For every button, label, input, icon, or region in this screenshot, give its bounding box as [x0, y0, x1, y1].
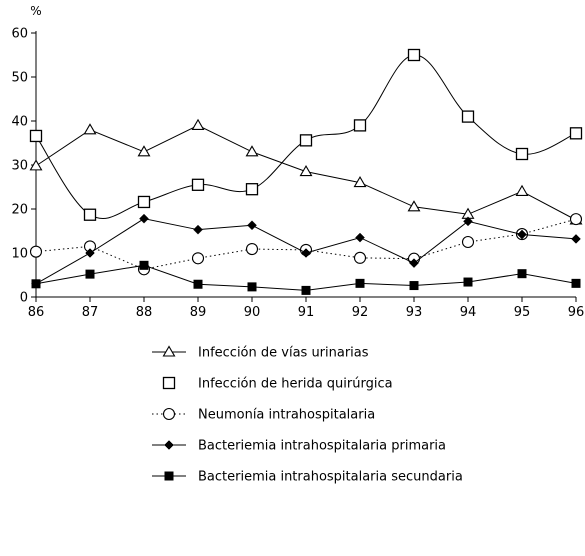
data-point: [29, 159, 43, 171]
data-point: [461, 235, 475, 249]
legend-marker: [162, 407, 176, 421]
y-tick-label: 60: [11, 27, 28, 42]
data-point: [299, 134, 313, 147]
x-tick-label: 86: [28, 305, 45, 320]
y-tick-label: 50: [11, 71, 28, 86]
series-layer: [29, 48, 583, 295]
legend-label: Bacteriemia intrahospitalaria primaria: [198, 439, 446, 454]
data-point: [409, 258, 419, 268]
legend-label: Infección de herida quirúrgica: [198, 377, 393, 392]
data-point: [247, 282, 257, 292]
data-point: [515, 147, 529, 161]
data-point: [571, 278, 581, 288]
data-point: [569, 213, 583, 226]
x-tick-label: 91: [298, 305, 315, 320]
series-infeccion-de-herida-quirurgica: [29, 48, 583, 221]
x-tick-label: 94: [460, 305, 477, 320]
data-point: [517, 229, 527, 240]
data-point: [83, 123, 97, 135]
x-tick-label: 88: [136, 305, 153, 320]
data-point: [31, 279, 41, 289]
legend-marker: [162, 376, 176, 390]
data-point: [355, 232, 365, 243]
x-tick-label: 87: [82, 305, 99, 320]
data-point: [571, 234, 581, 244]
data-point: [569, 127, 583, 140]
axes: 0 10 20 30 40 50 60 86 87 88 89 90 91 92 93 94 95 96: [11, 27, 584, 321]
legend-label: Bacteriemia intrahospitalaria secundaria: [198, 470, 463, 485]
y-tick-label: 0: [20, 291, 28, 306]
legend-marker: [164, 471, 174, 481]
data-point: [139, 260, 149, 270]
data-point: [463, 277, 473, 287]
data-point: [191, 252, 205, 265]
data-point: [409, 281, 419, 291]
x-tick-label: 93: [406, 305, 423, 320]
y-tick-label: 10: [11, 247, 28, 262]
data-point: [139, 213, 149, 224]
legend-marker: [162, 345, 176, 357]
legend-item: Neumonía intrahospitalaria: [152, 408, 375, 423]
legend-item: Infección de vías urinarias: [152, 345, 369, 361]
y-unit-label: %: [30, 4, 41, 18]
legend: Infección de vías urinarias Infección de …: [152, 345, 463, 485]
data-point: [85, 269, 95, 279]
data-point: [463, 216, 473, 227]
data-point: [245, 145, 259, 157]
data-point: [137, 145, 151, 157]
data-point: [245, 242, 259, 256]
data-point: [301, 285, 311, 295]
data-point: [193, 224, 203, 235]
legend-item: Infección de herida quirúrgica: [162, 376, 393, 392]
data-point: [85, 248, 95, 258]
legend-label: Neumonía intrahospitalaria: [198, 408, 375, 423]
y-tick-label: 20: [11, 203, 28, 218]
legend-item: Bacteriemia intrahospitalaria primaria: [152, 439, 446, 454]
series-infeccion-de-vias-urinarias: [29, 118, 583, 225]
series-line: [35, 218, 577, 270]
legend-marker: [164, 440, 174, 450]
x-tick-label: 90: [244, 305, 261, 320]
legend-item: Bacteriemia intrahospitalaria secundaria: [152, 470, 463, 485]
x-tick-label: 95: [514, 305, 531, 320]
data-point: [407, 48, 421, 62]
x-tick-label: 89: [190, 305, 207, 320]
data-point: [29, 129, 43, 143]
data-point: [245, 183, 259, 196]
data-point: [247, 220, 257, 231]
data-point: [407, 200, 421, 212]
series-neumonia-intrahospitalaria: [29, 213, 583, 276]
data-point: [137, 195, 151, 209]
data-point: [353, 119, 367, 132]
x-tick-label: 96: [568, 305, 585, 320]
data-point: [353, 251, 367, 264]
legend-label: Infección de vías urinarias: [198, 346, 369, 361]
data-point: [193, 279, 203, 289]
data-point: [301, 248, 311, 258]
data-point: [191, 118, 205, 130]
data-point: [461, 110, 475, 123]
y-tick-label: 30: [11, 159, 28, 174]
data-point: [355, 278, 365, 288]
data-point: [299, 165, 313, 177]
data-point: [29, 245, 43, 258]
y-tick-label: 40: [11, 115, 28, 130]
series-bacteriemia-intrahospitalaria-secundaria: [31, 260, 581, 295]
data-point: [515, 184, 529, 196]
data-point: [517, 269, 527, 279]
data-point: [83, 208, 97, 221]
data-point: [191, 178, 205, 191]
data-point: [353, 176, 367, 188]
x-tick-label: 92: [352, 305, 369, 320]
